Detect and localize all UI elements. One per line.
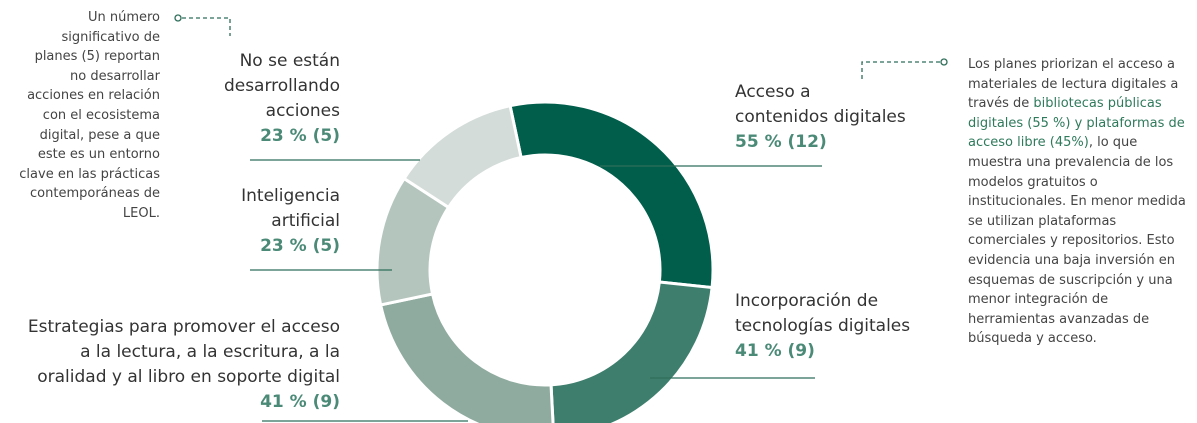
category-label: Estrategias para promover el acceso a la… bbox=[27, 317, 340, 387]
category-label: Acceso a contenidos digitales bbox=[735, 82, 906, 127]
note-text: Los planes priorizan el acceso a materia… bbox=[968, 57, 1179, 112]
value-label: 41 % (9) bbox=[260, 392, 340, 412]
right-connector bbox=[861, 61, 940, 80]
note-text: bibliotecas públicas digitales (55 %) y … bbox=[968, 96, 1185, 151]
category-label: Incorporación de tecnologías digitales bbox=[735, 291, 911, 336]
donut-segment bbox=[402, 103, 523, 210]
segment-label: No se están desarrollando acciones 23 % (… bbox=[140, 49, 340, 149]
connector-dot bbox=[940, 58, 948, 66]
donut-segment bbox=[549, 280, 714, 423]
segment-label: Estrategias para promover el acceso a la… bbox=[0, 315, 340, 415]
right-note: Los planes priorizan el acceso a materia… bbox=[968, 55, 1194, 349]
category-label: No se están desarrollando acciones bbox=[223, 51, 340, 121]
value-label: 55 % (12) bbox=[735, 132, 827, 152]
connector-dot bbox=[174, 14, 182, 22]
segment-label: Inteligencia artificial 23 % (5) bbox=[140, 184, 340, 259]
note-text: , lo que muestra una prevalencia de los … bbox=[968, 135, 1186, 347]
left-note: Un número significativo de planes (5) re… bbox=[19, 10, 160, 221]
connectors bbox=[182, 17, 940, 80]
segment-label: Acceso a contenidos digitales 55 % (12) bbox=[735, 80, 995, 155]
left-connector bbox=[182, 17, 231, 36]
category-label: Inteligencia artificial bbox=[241, 186, 340, 231]
value-label: 23 % (5) bbox=[260, 126, 340, 146]
value-label: 41 % (9) bbox=[735, 341, 815, 361]
donut-segment bbox=[508, 100, 715, 290]
donut-segment bbox=[378, 292, 555, 423]
segment-label: Incorporación de tecnologías digitales 41… bbox=[735, 289, 995, 364]
value-label: 23 % (5) bbox=[260, 236, 340, 256]
